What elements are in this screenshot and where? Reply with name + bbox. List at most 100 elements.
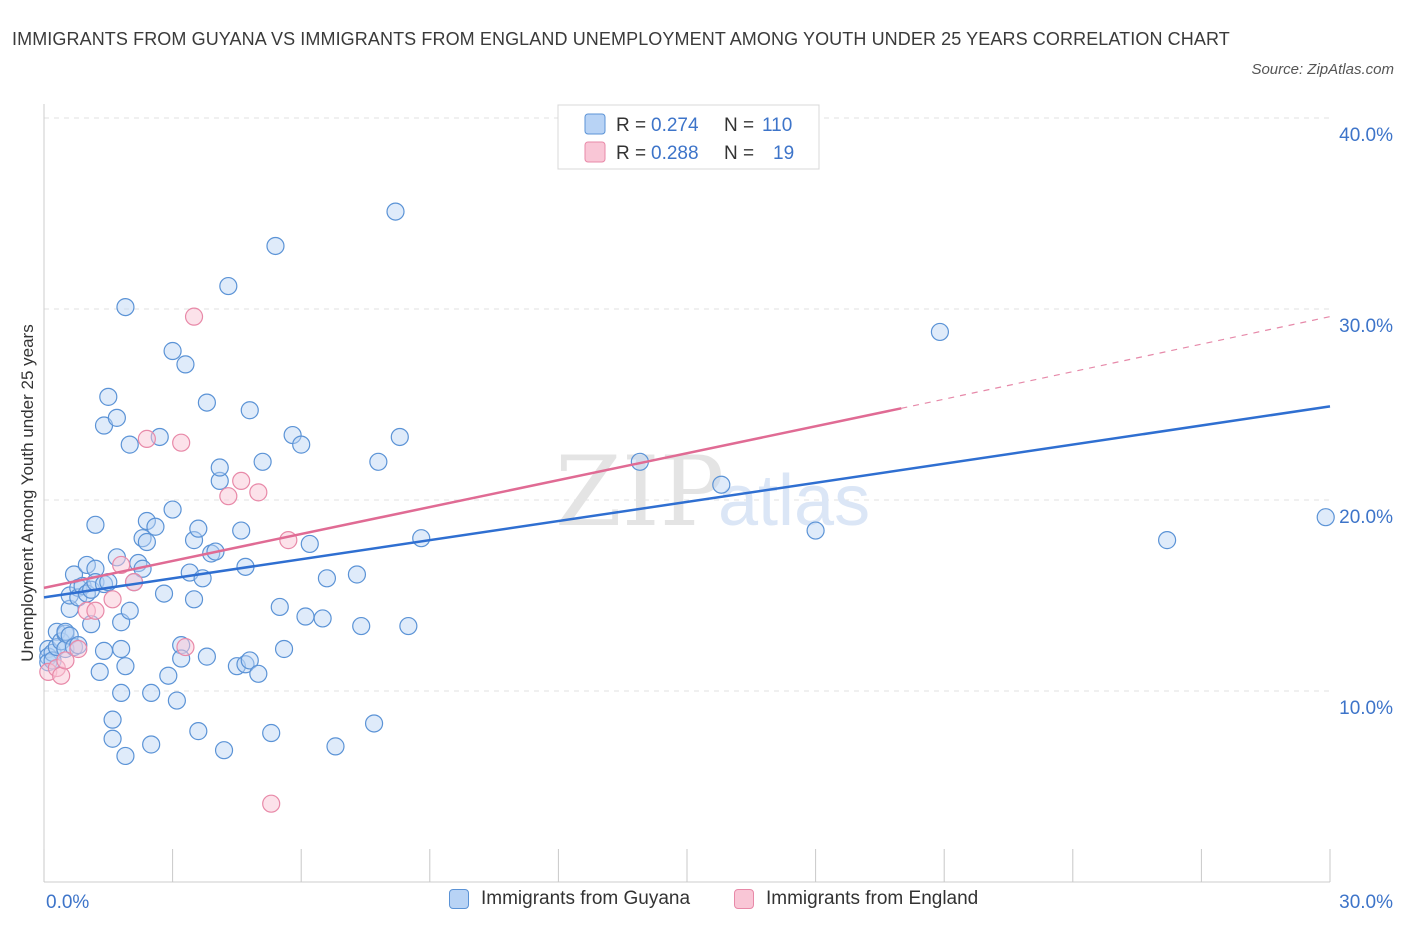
legend-item-guyana: Immigrants from Guyana: [449, 888, 690, 910]
trend-line-england: [43, 407, 902, 590]
data-point-england: [137, 429, 156, 448]
legend-swatch-guyana: [449, 889, 469, 909]
data-point-guyana: [116, 297, 135, 317]
data-point-england: [52, 666, 71, 685]
trend-line-england-extension: [901, 316, 1331, 409]
data-point-guyana: [176, 355, 195, 374]
legend-r-value: 0.274: [651, 115, 699, 136]
data-point-england: [232, 471, 251, 490]
data-point-england: [69, 639, 88, 659]
data-point-guyana: [292, 435, 311, 454]
data-point-england: [184, 307, 204, 326]
data-point-guyana: [112, 639, 131, 659]
data-point-guyana: [112, 683, 131, 703]
data-point-guyana: [107, 408, 126, 427]
legend-n-label: N =: [724, 143, 754, 164]
data-point-guyana: [296, 607, 315, 626]
data-point-england: [262, 794, 281, 813]
data-point-england: [249, 483, 268, 502]
data-point-guyana: [270, 597, 289, 617]
tick-labels: 10.0% 20.0% 30.0% 40.0% 0.0% 30.0%: [46, 125, 1393, 913]
data-point-england: [56, 651, 75, 670]
data-point-guyana: [214, 741, 234, 760]
data-point-guyana: [163, 500, 182, 519]
data-point-guyana: [116, 657, 135, 676]
data-point-guyana: [712, 475, 731, 494]
source-credit: Source: ZipAtlas.com: [1251, 61, 1394, 78]
data-point-guyana: [103, 710, 122, 729]
data-point-guyana: [806, 521, 825, 540]
data-point-guyana: [249, 664, 268, 683]
legend-label-guyana: Immigrants from Guyana: [481, 888, 691, 909]
data-point-guyana: [189, 722, 208, 741]
legend-bottom: Immigrants from Guyana Immigrants from E…: [0, 888, 1406, 918]
data-point-guyana: [347, 565, 367, 584]
chart-title: IMMIGRANTS FROM GUYANA VS IMMIGRANTS FRO…: [12, 29, 1230, 49]
data-point-guyana: [99, 387, 118, 406]
data-point-guyana: [930, 322, 950, 342]
grid-lines: [44, 117, 1330, 692]
y-axis-label: Unemployment Among Youth under 25 years: [18, 324, 37, 661]
data-point-guyana: [412, 529, 431, 548]
data-point-guyana: [326, 737, 345, 756]
data-point-guyana: [317, 569, 337, 588]
data-point-guyana: [184, 590, 204, 609]
data-point-guyana: [210, 471, 229, 490]
data-point-guyana: [1158, 531, 1177, 550]
legend-r-label: R =: [616, 143, 646, 164]
x-tick-label: 0.0%: [46, 892, 89, 913]
watermark: ZIP atlas: [555, 436, 870, 548]
trend-lines: [43, 316, 1331, 599]
data-point-guyana: [219, 276, 238, 296]
data-point-guyana: [146, 517, 165, 536]
data-point-guyana: [184, 531, 204, 550]
data-point-guyana: [197, 393, 216, 412]
data-point-guyana: [390, 427, 409, 447]
data-point-guyana: [232, 521, 251, 540]
data-point-england: [219, 487, 238, 506]
data-point-guyana: [116, 746, 135, 766]
legend-r-value: 0.288: [651, 143, 699, 164]
data-point-guyana: [313, 609, 332, 628]
data-point-guyana: [210, 458, 229, 477]
legend-r-label: R =: [616, 115, 646, 136]
data-point-guyana: [386, 202, 405, 221]
data-point-guyana: [1316, 508, 1335, 527]
legend-n-label: N =: [724, 115, 754, 136]
data-point-guyana: [240, 651, 259, 670]
watermark-zip: ZIP: [555, 436, 724, 548]
axes: [43, 104, 1331, 883]
data-point-england: [176, 637, 195, 657]
legend-top: R = 0.274 N = 110 R = 0.288 N = 19: [557, 104, 820, 170]
data-point-england: [86, 601, 105, 620]
data-point-guyana: [90, 662, 109, 682]
watermark-atlas: atlas: [718, 461, 870, 541]
data-point-guyana: [399, 616, 418, 636]
y-tick-label: 30.0%: [1339, 316, 1393, 337]
data-point-guyana: [86, 515, 105, 534]
data-point-england: [279, 531, 298, 550]
data-point-guyana: [266, 236, 285, 256]
y-tick-label: 40.0%: [1339, 125, 1393, 146]
data-point-guyana: [154, 584, 174, 603]
data-point-guyana: [137, 532, 156, 552]
legend-item-england: Immigrants from England: [734, 888, 978, 910]
data-point-guyana: [300, 534, 319, 554]
data-point-guyana: [77, 555, 96, 575]
data-point-guyana: [253, 452, 272, 471]
data-point-guyana: [364, 714, 384, 733]
legend-n-value: 19: [773, 143, 794, 164]
data-point-guyana: [240, 401, 259, 420]
data-point-england: [112, 555, 131, 575]
data-point-guyana: [262, 723, 281, 743]
data-point-guyana: [94, 641, 114, 660]
series-england: [39, 307, 298, 813]
legend-label-england: Immigrants from England: [766, 888, 979, 909]
data-point-guyana: [120, 601, 139, 620]
data-point-guyana: [142, 683, 161, 703]
data-point-guyana: [142, 735, 161, 754]
y-tick-label: 20.0%: [1339, 507, 1393, 528]
data-point-guyana: [120, 435, 139, 454]
legend-swatch-england: [584, 141, 606, 163]
